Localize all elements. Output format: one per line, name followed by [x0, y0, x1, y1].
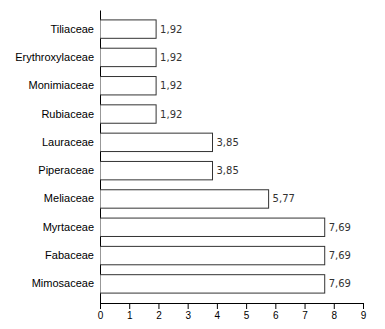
y-tick-label: Erythroxylaceae	[15, 51, 94, 63]
x-tick-label: 3	[185, 310, 191, 321]
y-tick: Fabaceae	[45, 249, 100, 261]
x-tick: 1	[127, 303, 133, 321]
x-tick: 8	[331, 303, 337, 321]
bar	[100, 161, 213, 179]
x-tick-label: 8	[331, 310, 337, 321]
x-tick-label: 1	[127, 310, 133, 321]
y-tick-label: Tiliaceae	[50, 23, 94, 35]
y-tick-label: Piperaceae	[38, 164, 94, 176]
x-tick-label: 5	[244, 310, 250, 321]
y-tick-label: Lauraceae	[42, 136, 94, 148]
y-axis: Tiliaceae Erythroxylaceae Monimiaceae Rubia…	[15, 11, 100, 304]
x-tick-label: 7	[302, 310, 308, 321]
bar	[100, 77, 156, 95]
data-label: 7,69	[329, 250, 351, 261]
data-label: 1,92	[160, 109, 182, 120]
data-label: 3,85	[217, 165, 239, 176]
x-tick-mark	[188, 303, 189, 309]
bar	[100, 190, 269, 208]
x-tick-mark	[363, 303, 364, 309]
y-tick: Rubiaceae	[41, 108, 100, 120]
bars	[100, 20, 325, 293]
x-tick-label: 6	[273, 310, 279, 321]
x-tick-mark	[334, 303, 335, 309]
data-label: 1,92	[160, 80, 182, 91]
x-tick-mark	[246, 303, 247, 309]
x-tick-label: 2	[156, 310, 162, 321]
bar	[100, 20, 156, 38]
y-tick-label: Meliaceae	[44, 192, 94, 204]
x-tick-mark	[305, 303, 306, 309]
x-axis: 0 1 2 3 4 5 6 7 8 9	[98, 303, 367, 321]
y-tick: Monimiaceae	[29, 79, 100, 91]
y-tick: Meliaceae	[44, 192, 100, 204]
data-label: 1,92	[160, 24, 182, 35]
chart: 0 1 2 3 4 5 6 7 8 9 Tiliaceae Erythroxylaceae Monimi…	[0, 0, 385, 329]
y-tick: Erythroxylaceae	[15, 51, 100, 63]
x-axis-line	[101, 304, 364, 310]
y-tick: Mimosaceae	[32, 277, 100, 289]
y-tick-label: Fabaceae	[45, 249, 94, 261]
x-tick: 3	[185, 303, 191, 321]
plot-area: 0 1 2 3 4 5 6 7 8 9 Tiliaceae Erythroxylaceae Monimi…	[15, 11, 367, 322]
x-tick-mark	[100, 303, 101, 309]
bar	[100, 48, 156, 66]
x-tick: 9	[361, 303, 367, 321]
data-label: 7,69	[329, 278, 351, 289]
y-tick: Myrtaceae	[43, 221, 100, 233]
x-tick-label: 4	[215, 310, 221, 321]
y-tick-label: Myrtaceae	[43, 221, 94, 233]
y-tick-label: Rubiaceae	[41, 108, 94, 120]
x-tick-mark	[217, 303, 218, 309]
x-tick: 4	[215, 303, 221, 321]
y-tick: Lauraceae	[42, 136, 100, 148]
x-tick-mark	[129, 303, 130, 309]
data-label: 7,69	[329, 222, 351, 233]
x-tick: 6	[273, 303, 279, 321]
y-tick-label: Monimiaceae	[29, 79, 94, 91]
bar	[100, 105, 156, 123]
bar	[100, 275, 325, 293]
y-tick: Piperaceae	[38, 164, 100, 176]
x-tick-mark	[275, 303, 276, 309]
data-label: 3,85	[217, 137, 239, 148]
x-tick: 0	[98, 303, 104, 321]
x-tick-label: 0	[98, 310, 104, 321]
y-tick: Tiliaceae	[50, 23, 100, 35]
data-label: 5,77	[273, 193, 295, 204]
bar	[100, 218, 325, 236]
x-tick: 7	[302, 303, 308, 321]
bar	[100, 133, 213, 151]
data-label: 1,92	[160, 52, 182, 63]
x-tick-label: 9	[361, 310, 367, 321]
bar	[100, 246, 325, 264]
data-labels: 1,92 1,92 1,92 1,92 3,85 3,85 5,77 7,69 7,69 7,69	[160, 24, 351, 290]
x-tick: 5	[244, 303, 250, 321]
x-tick-mark	[158, 303, 159, 309]
x-tick: 2	[156, 303, 162, 321]
y-tick-label: Mimosaceae	[32, 277, 94, 289]
